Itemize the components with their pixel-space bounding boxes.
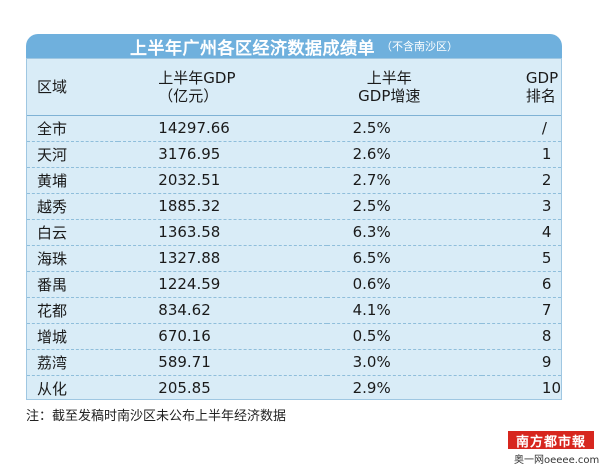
cell-growth: 6.3% — [326, 219, 482, 246]
cell-region: 越秀 — [27, 193, 119, 220]
newspaper-logo-text: 南方都市報 — [515, 434, 586, 450]
cell-rank: / — [481, 115, 561, 142]
cell-region: 黄埔 — [27, 167, 119, 194]
header-growth-line1: 上半年 — [366, 68, 412, 87]
table-row: 花都 834.62 4.1% 7 — [27, 297, 561, 324]
table-row: 番禺 1224.59 0.6% 6 — [27, 271, 561, 298]
table-row: 从化 205.85 2.9% 10 — [27, 375, 561, 401]
cell-region: 海珠 — [27, 245, 119, 272]
cell-gdp: 1224.59 — [118, 271, 327, 298]
cell-region: 全市 — [27, 115, 119, 142]
cell-region: 增城 — [27, 323, 119, 350]
table-row: 天河 3176.95 2.6% 1 — [27, 141, 561, 168]
cell-region: 从化 — [37, 379, 68, 398]
header-region-label: 区域 — [37, 77, 68, 96]
cell-growth: 2.5% — [326, 115, 482, 142]
cell-gdp: 2032.51 — [118, 167, 327, 194]
cell-rank: 9 — [481, 349, 561, 376]
cell-growth: 3.0% — [326, 349, 482, 376]
header-row: 区域 上半年GDP （亿元） 上半年 GDP增速 GDP排名 — [27, 59, 561, 116]
cell-growth: 2.7% — [326, 167, 482, 194]
cell-growth: 6.5% — [326, 245, 482, 272]
cell-gdp: 834.62 — [118, 297, 327, 324]
cell-rank: 3 — [481, 193, 561, 220]
cell-growth: 0.6% — [326, 271, 482, 298]
cell-region: 白云 — [27, 219, 119, 246]
newspaper-logo: 南方都市報 — [508, 431, 594, 450]
cell-gdp: 670.16 — [118, 323, 327, 350]
cell-gdp: 589.71 — [118, 349, 327, 376]
cell-gdp: 205.85 — [158, 379, 211, 398]
cell-growth: 2.9% — [352, 379, 391, 398]
table-row: 海珠 1327.88 6.5% 5 — [27, 245, 561, 272]
cell-region: 番禺 — [27, 271, 119, 298]
header-rank-label: GDP排名 — [525, 68, 559, 105]
table-row: 白云 1363.58 6.3% 4 — [27, 219, 561, 246]
gdp-table: 区域 上半年GDP （亿元） 上半年 GDP增速 GDP排名 全市 14297.… — [27, 59, 561, 401]
table-row: 越秀 1885.32 2.5% 3 — [27, 193, 561, 220]
cell-rank: 8 — [481, 323, 561, 350]
cell-region: 天河 — [27, 141, 119, 168]
cell-rank: 2 — [481, 167, 561, 194]
cell-gdp: 3176.95 — [118, 141, 327, 168]
header-gdp-line2: （亿元） — [158, 86, 219, 105]
cell-growth: 2.5% — [326, 193, 482, 220]
table-row: 黄埔 2032.51 2.7% 2 — [27, 167, 561, 194]
cell-gdp: 1885.32 — [118, 193, 327, 220]
cell-growth: 2.6% — [326, 141, 482, 168]
cell-rank: 6 — [481, 271, 561, 298]
table-subtitle: （不含南沙区） — [381, 40, 458, 53]
header-gdp-line1: 上半年GDP — [158, 68, 236, 87]
cell-region: 花都 — [27, 297, 119, 324]
title-bar: 上半年广州各区经济数据成绩单 （不含南沙区） — [26, 34, 562, 59]
header-region: 区域 — [27, 59, 119, 116]
cell-gdp: 1363.58 — [118, 219, 327, 246]
header-rank: GDP排名 — [481, 59, 561, 116]
source-watermark: 奥一网oeeee.com — [514, 455, 600, 466]
footnote: 注：截至发稿时南沙区未公布上半年经济数据 — [26, 409, 287, 424]
table-title: 上半年广州各区经济数据成绩单 — [130, 38, 375, 59]
data-table-container: 区域 上半年GDP （亿元） 上半年 GDP增速 GDP排名 全市 14297.… — [26, 58, 562, 400]
header-gdp: 上半年GDP （亿元） — [118, 59, 327, 116]
table-row: 全市 14297.66 2.5% / — [27, 115, 561, 142]
cell-rank: 1 — [481, 141, 561, 168]
cell-rank: 10 — [541, 379, 561, 398]
cell-gdp: 14297.66 — [118, 115, 327, 142]
header-growth: 上半年 GDP增速 — [326, 59, 482, 116]
cell-rank: 7 — [481, 297, 561, 324]
header-growth-line2: GDP增速 — [358, 86, 421, 105]
cell-growth: 4.1% — [326, 297, 482, 324]
cell-region: 荔湾 — [27, 349, 119, 376]
cell-gdp: 1327.88 — [118, 245, 327, 272]
cell-rank: 4 — [481, 219, 561, 246]
table-row: 增城 670.16 0.5% 8 — [27, 323, 561, 350]
cell-growth: 0.5% — [326, 323, 482, 350]
table-row: 荔湾 589.71 3.0% 9 — [27, 349, 561, 376]
cell-rank: 5 — [481, 245, 561, 272]
